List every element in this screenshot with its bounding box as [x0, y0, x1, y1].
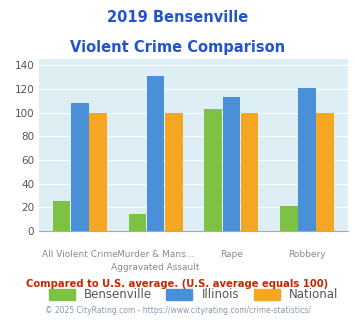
- Text: Violent Crime Comparison: Violent Crime Comparison: [70, 40, 285, 54]
- Bar: [280, 206, 297, 231]
- Bar: [316, 113, 334, 231]
- Text: 2019 Bensenville: 2019 Bensenville: [107, 10, 248, 25]
- Text: Aggravated Assault: Aggravated Assault: [111, 263, 200, 272]
- Text: Murder & Mans...: Murder & Mans...: [117, 250, 194, 259]
- Bar: [223, 97, 240, 231]
- Bar: [165, 113, 182, 231]
- Bar: [147, 76, 164, 231]
- Bar: [241, 113, 258, 231]
- Bar: [129, 214, 146, 231]
- Bar: [71, 103, 89, 231]
- Text: © 2025 CityRating.com - https://www.cityrating.com/crime-statistics/: © 2025 CityRating.com - https://www.city…: [45, 306, 310, 315]
- Text: All Violent Crime: All Violent Crime: [42, 250, 118, 259]
- Text: Compared to U.S. average. (U.S. average equals 100): Compared to U.S. average. (U.S. average …: [26, 279, 329, 289]
- Bar: [204, 109, 222, 231]
- Legend: Bensenville, Illinois, National: Bensenville, Illinois, National: [49, 288, 338, 301]
- Bar: [53, 201, 71, 231]
- Text: Rape: Rape: [220, 250, 243, 259]
- Bar: [298, 88, 316, 231]
- Text: Robbery: Robbery: [288, 250, 326, 259]
- Bar: [89, 113, 107, 231]
